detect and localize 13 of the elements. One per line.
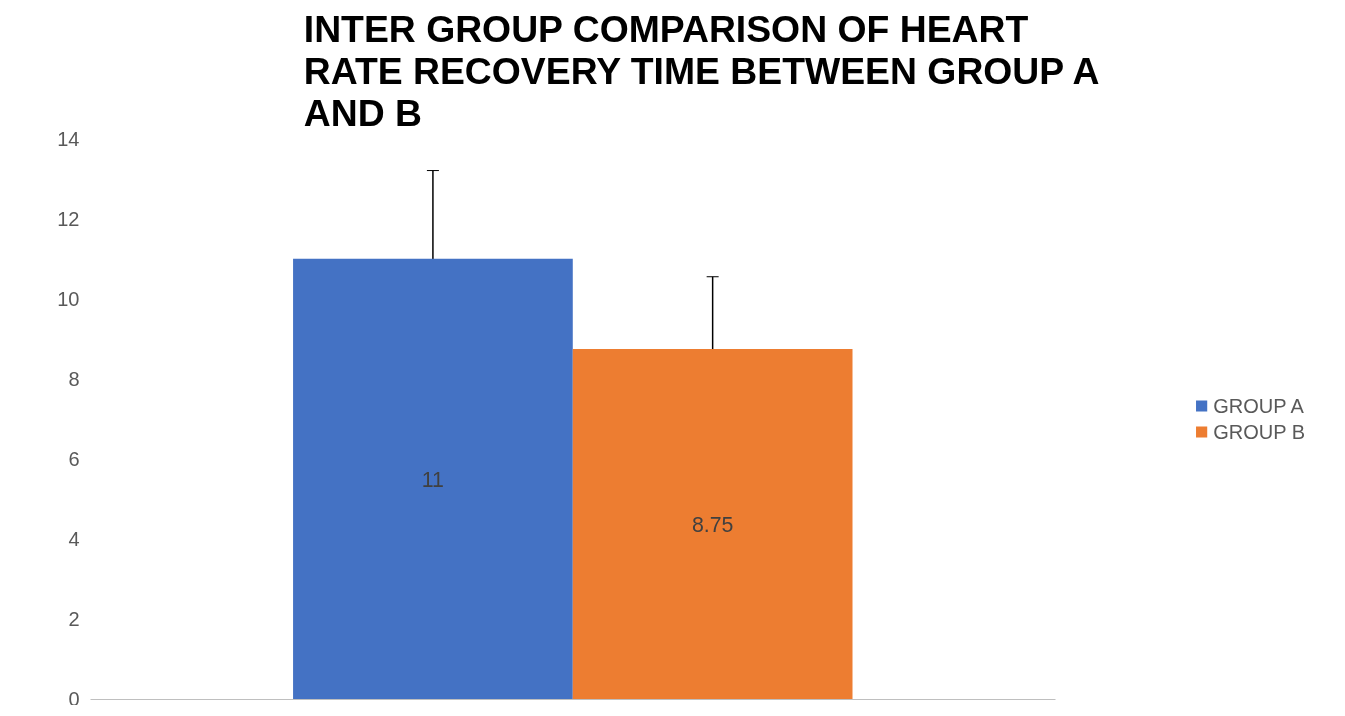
y-tick-label: 2: [68, 608, 80, 631]
y-tick-label: 10: [57, 287, 80, 310]
data-label: 8.75: [691, 512, 734, 537]
y-tick-label: 14: [57, 127, 80, 150]
legend-label: GROUP B: [1213, 420, 1305, 443]
chart-title: INTER GROUP COMPARISON OF HEART RATE RECOVERY TIME BETWEEN GROUP A AND B: [303, 7, 1100, 134]
y-tick-label: 12: [57, 207, 80, 230]
y-tick-label: 4: [68, 528, 80, 551]
legend-label: GROUP A: [1213, 394, 1304, 417]
data-label: 11: [421, 467, 444, 492]
y-tick-label: 0: [68, 687, 80, 710]
y-tick-label: 8: [68, 367, 80, 390]
y-tick-label: 6: [68, 448, 80, 471]
